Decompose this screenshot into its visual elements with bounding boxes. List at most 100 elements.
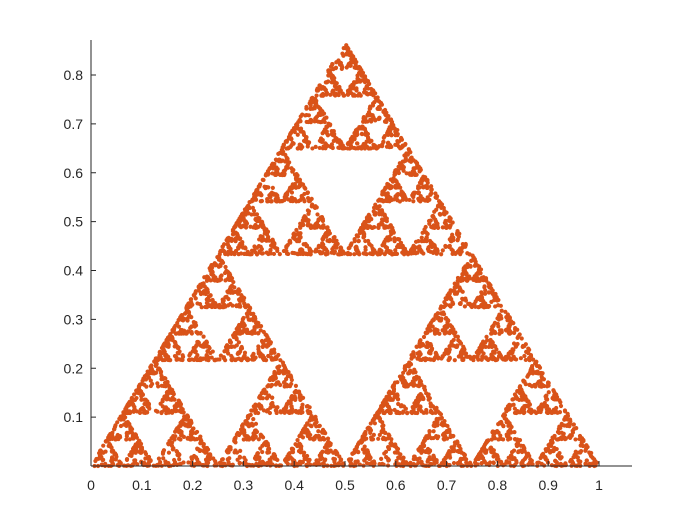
data-point [328,448,333,453]
data-point [109,445,114,450]
data-point [164,397,169,402]
data-point [440,225,445,230]
data-point [467,354,473,360]
data-point [241,429,247,434]
data-point [320,110,325,115]
data-point [406,147,411,152]
data-point [205,447,211,452]
data-point [506,433,511,438]
data-point [434,207,439,212]
data-point [436,203,441,208]
data-point [221,355,226,360]
data-point [333,65,339,70]
data-point [341,53,346,58]
data-point [334,245,339,250]
data-point [393,171,398,176]
data-point [432,329,437,334]
data-point [354,233,360,239]
data-point [454,291,459,296]
data-point [258,244,263,250]
data-point [367,456,372,462]
data-point [433,247,438,252]
data-point [461,344,466,349]
data-point [241,223,246,228]
data-point [476,278,481,283]
data-point [172,344,177,349]
data-point [258,328,263,333]
data-point [170,327,175,333]
data-point [230,232,236,237]
data-point [499,419,504,425]
data-point [433,217,438,222]
data-point [142,382,147,387]
data-point [482,340,487,346]
data-point [484,334,489,339]
data-point [317,437,322,442]
data-point [496,421,501,427]
data-point [379,198,384,203]
data-point [382,187,387,192]
data-point [304,404,309,409]
data-point [368,146,374,151]
data-point [419,382,424,387]
data-point [293,409,298,414]
data-point [133,442,138,447]
data-point [496,297,501,303]
data-point [558,403,564,409]
data-point [157,350,162,355]
data-point [593,459,598,464]
data-point [546,380,551,386]
data-point [488,342,493,347]
data-point [312,119,317,124]
data-point [555,462,560,467]
data-point [487,460,493,465]
data-point [460,272,465,277]
data-point [260,459,265,464]
data-point [253,408,258,413]
data-point [325,225,330,230]
data-point [467,274,472,279]
data-point [488,283,493,288]
data-point [209,355,214,360]
data-point [392,394,397,400]
data-point [479,349,484,354]
data-point [155,463,160,468]
data-point [501,437,506,442]
data-point [568,433,573,438]
data-point [355,93,361,98]
data-point [257,219,262,224]
data-point [245,413,251,419]
data-point [314,98,319,103]
data-point [386,194,391,199]
data-point [305,190,310,195]
data-point [240,422,246,427]
data-point [149,363,154,368]
data-point [405,152,410,157]
data-point [352,252,357,257]
data-point [492,320,498,325]
data-point [306,211,311,216]
data-point [364,139,369,144]
data-point [323,141,328,146]
data-point [362,232,367,237]
data-point [245,356,250,361]
data-point [323,251,328,256]
data-point [478,451,483,456]
data-point [169,397,174,402]
data-point [384,144,390,149]
data-point [246,437,252,442]
data-point [314,93,319,98]
data-point [263,338,268,343]
data-point [306,430,311,435]
data-point [189,331,194,336]
data-point [166,344,171,349]
data-point [134,435,139,440]
data-point [539,407,544,412]
data-point [497,331,502,336]
data-point [337,84,342,90]
data-point [420,395,426,400]
data-point [103,449,108,454]
data-point [368,430,373,435]
data-point [546,390,551,395]
data-point [308,225,313,230]
